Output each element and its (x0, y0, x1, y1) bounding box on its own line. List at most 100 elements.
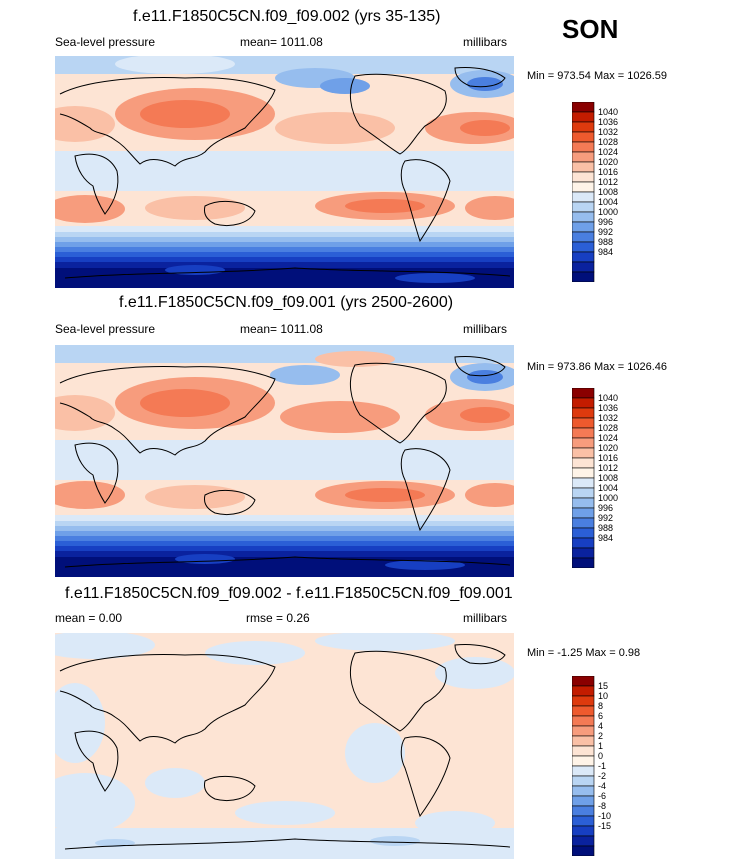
colorbar-swatch (572, 477, 595, 489)
colorbar-level-label: -15 (598, 821, 611, 831)
colorbar-level-label: 1036 (598, 403, 618, 413)
colorbar-level-label: 984 (598, 247, 613, 257)
colorbar-swatch (572, 676, 595, 687)
colorbar-swatch (572, 171, 595, 183)
colorbar-level-label: -6 (598, 791, 606, 801)
colorbar-level-label: 1016 (598, 453, 618, 463)
colorbar-level-label: 1036 (598, 117, 618, 127)
colorbar-swatch (572, 537, 595, 549)
panel-2-left-label: Sea-level pressure (55, 322, 156, 336)
colorbar-swatch (572, 557, 595, 568)
colorbar-swatch (572, 437, 595, 449)
colorbar-level-label: 1012 (598, 463, 618, 473)
colorbar-swatch (572, 397, 595, 409)
colorbar-swatch (572, 427, 595, 439)
colorbar-level-label: 1040 (598, 107, 618, 117)
colorbar-level-label: 1020 (598, 157, 618, 167)
colorbar-level-label: 992 (598, 227, 613, 237)
colorbar-swatch (572, 517, 595, 529)
colorbar-swatch (572, 825, 595, 837)
colorbar-level-label: 6 (598, 711, 603, 721)
colorbar-level-label: 988 (598, 523, 613, 533)
colorbar-swatch (572, 151, 595, 163)
panel-2-colorbar: 1040103610321028102410201016101210081004… (572, 388, 618, 568)
colorbar-swatch (572, 805, 595, 817)
panel-3-minmax: Min = -1.25 Max = 0.98 (527, 647, 641, 659)
colorbar-level-label: 1004 (598, 197, 618, 207)
colorbar-swatch (572, 507, 595, 519)
colorbar-level-label: 992 (598, 513, 613, 523)
colorbar-level-label: 2 (598, 731, 603, 741)
colorbar-swatch (572, 547, 595, 559)
colorbar-swatch (572, 388, 595, 399)
colorbar-swatch (572, 231, 595, 243)
panel-1-left-label: Sea-level pressure (55, 35, 156, 49)
panel-3-title: f.e11.F1850C5CN.f09_f09.002 - f.e11.F185… (65, 585, 513, 602)
colorbar-level-label: 15 (598, 681, 608, 691)
colorbar-swatch (572, 735, 595, 747)
colorbar-level-label: 1024 (598, 433, 618, 443)
colorbar-swatch (572, 131, 595, 143)
colorbar-level-label: 1028 (598, 137, 618, 147)
colorbar-swatch (572, 775, 595, 787)
colorbar-swatch (572, 447, 595, 459)
panel-2-minmax: Min = 973.86 Max = 1026.46 (527, 361, 668, 373)
colorbar-swatch (572, 407, 595, 419)
colorbar-level-label: 8 (598, 701, 603, 711)
colorbar-swatch (572, 261, 595, 273)
colorbar-swatch (572, 765, 595, 777)
colorbar-swatch (572, 745, 595, 757)
colorbar-level-label: 988 (598, 237, 613, 247)
colorbar-swatch (572, 715, 595, 727)
colorbar-swatch (572, 695, 595, 707)
colorbar-level-label: 996 (598, 217, 613, 227)
colorbar-level-label: 1032 (598, 127, 618, 137)
colorbar-level-label: 10 (598, 691, 608, 701)
colorbar-swatch (572, 487, 595, 499)
colorbar-level-label: 1000 (598, 207, 618, 217)
colorbar-swatch (572, 845, 595, 856)
colorbar-level-label: 1040 (598, 393, 618, 403)
colorbar-swatch (572, 121, 595, 133)
colorbar-level-label: -1 (598, 761, 606, 771)
colorbar-swatch (572, 181, 595, 193)
colorbar-swatch (572, 527, 595, 539)
colorbar-level-label: 996 (598, 503, 613, 513)
panel-1-center-label: mean= 1011.08 (240, 35, 323, 49)
colorbar-level-label: -8 (598, 801, 606, 811)
colorbar-swatch (572, 251, 595, 263)
colorbar-swatch (572, 685, 595, 697)
colorbar-level-label: -10 (598, 811, 611, 821)
colorbar-swatch (572, 705, 595, 717)
panel-3-map (55, 633, 514, 859)
colorbar-level-label: -2 (598, 771, 606, 781)
panel-2-right-label: millibars (463, 322, 508, 336)
colorbar-swatch (572, 271, 595, 282)
colorbar-swatch (572, 141, 595, 153)
colorbar-level-label: 1000 (598, 493, 618, 503)
panel-3-center-label: rmse = 0.26 (246, 611, 310, 625)
colorbar-level-label: 1016 (598, 167, 618, 177)
colorbar-level-label: 1032 (598, 413, 618, 423)
colorbar-level-label: 1024 (598, 147, 618, 157)
panel-1-map (55, 56, 514, 288)
panel-3-left-label: mean = 0.00 (55, 611, 123, 625)
panel-2-map (55, 345, 514, 577)
colorbar-level-label: 1020 (598, 443, 618, 453)
colorbar-swatch (572, 835, 595, 847)
colorbar-swatch (572, 497, 595, 509)
panel-1-minmax: Min = 973.54 Max = 1026.59 (527, 70, 668, 82)
colorbar-swatch (572, 111, 595, 123)
colorbar-swatch (572, 417, 595, 429)
panel-1-title: f.e11.F1850C5CN.f09_f09.002 (yrs 35-135) (133, 8, 441, 25)
colorbar-level-label: 1004 (598, 483, 618, 493)
season-label: SON (562, 14, 619, 44)
colorbar-level-label: 1028 (598, 423, 618, 433)
colorbar-swatch (572, 467, 595, 479)
colorbar-level-label: -4 (598, 781, 606, 791)
colorbar-swatch (572, 221, 595, 233)
colorbar-swatch (572, 102, 595, 113)
colorbar-swatch (572, 815, 595, 827)
panel-2-center-label: mean= 1011.08 (240, 322, 323, 336)
